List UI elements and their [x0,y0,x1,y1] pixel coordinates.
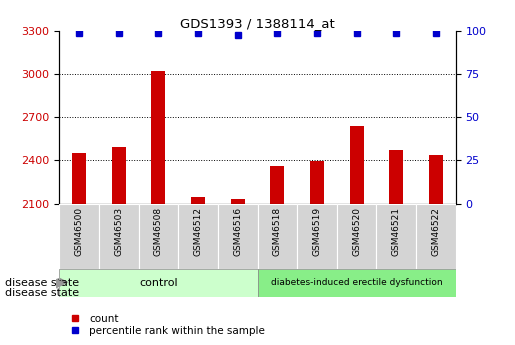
Text: GSM46516: GSM46516 [233,207,242,256]
Text: diabetes-induced erectile dysfunction: diabetes-induced erectile dysfunction [271,278,442,287]
Text: control: control [139,278,178,288]
Bar [218,204,258,269]
Bar [429,155,443,204]
Bar [178,204,218,269]
Bar [112,148,126,204]
Bar [139,204,178,269]
Bar [191,197,205,204]
Bar [350,126,364,204]
Bar [59,204,99,269]
Text: GSM46519: GSM46519 [313,207,321,256]
Text: GSM46521: GSM46521 [392,207,401,256]
Bar [59,269,258,297]
Bar [99,204,139,269]
Legend: count, percentile rank within the sample: count, percentile rank within the sample [64,309,269,340]
Bar [151,71,165,204]
Text: ▶: ▶ [60,276,68,286]
Bar [72,153,86,204]
Text: GSM46512: GSM46512 [194,207,202,256]
Text: GSM46503: GSM46503 [114,207,123,256]
Text: GSM46522: GSM46522 [432,207,440,256]
Bar [270,166,284,204]
Text: GSM46500: GSM46500 [75,207,83,256]
Text: disease state: disease state [5,278,79,288]
Bar [258,269,456,297]
Bar [258,204,297,269]
Bar [310,161,324,204]
Text: GSM46520: GSM46520 [352,207,361,256]
Text: ▶: ▶ [56,276,65,289]
Bar [231,198,245,204]
Text: disease state: disease state [5,288,79,298]
Bar [337,204,376,269]
Bar [376,204,416,269]
Bar [416,204,456,269]
Bar [389,150,403,204]
Title: GDS1393 / 1388114_at: GDS1393 / 1388114_at [180,17,335,30]
Text: GSM46508: GSM46508 [154,207,163,256]
Bar [297,204,337,269]
Text: GSM46518: GSM46518 [273,207,282,256]
